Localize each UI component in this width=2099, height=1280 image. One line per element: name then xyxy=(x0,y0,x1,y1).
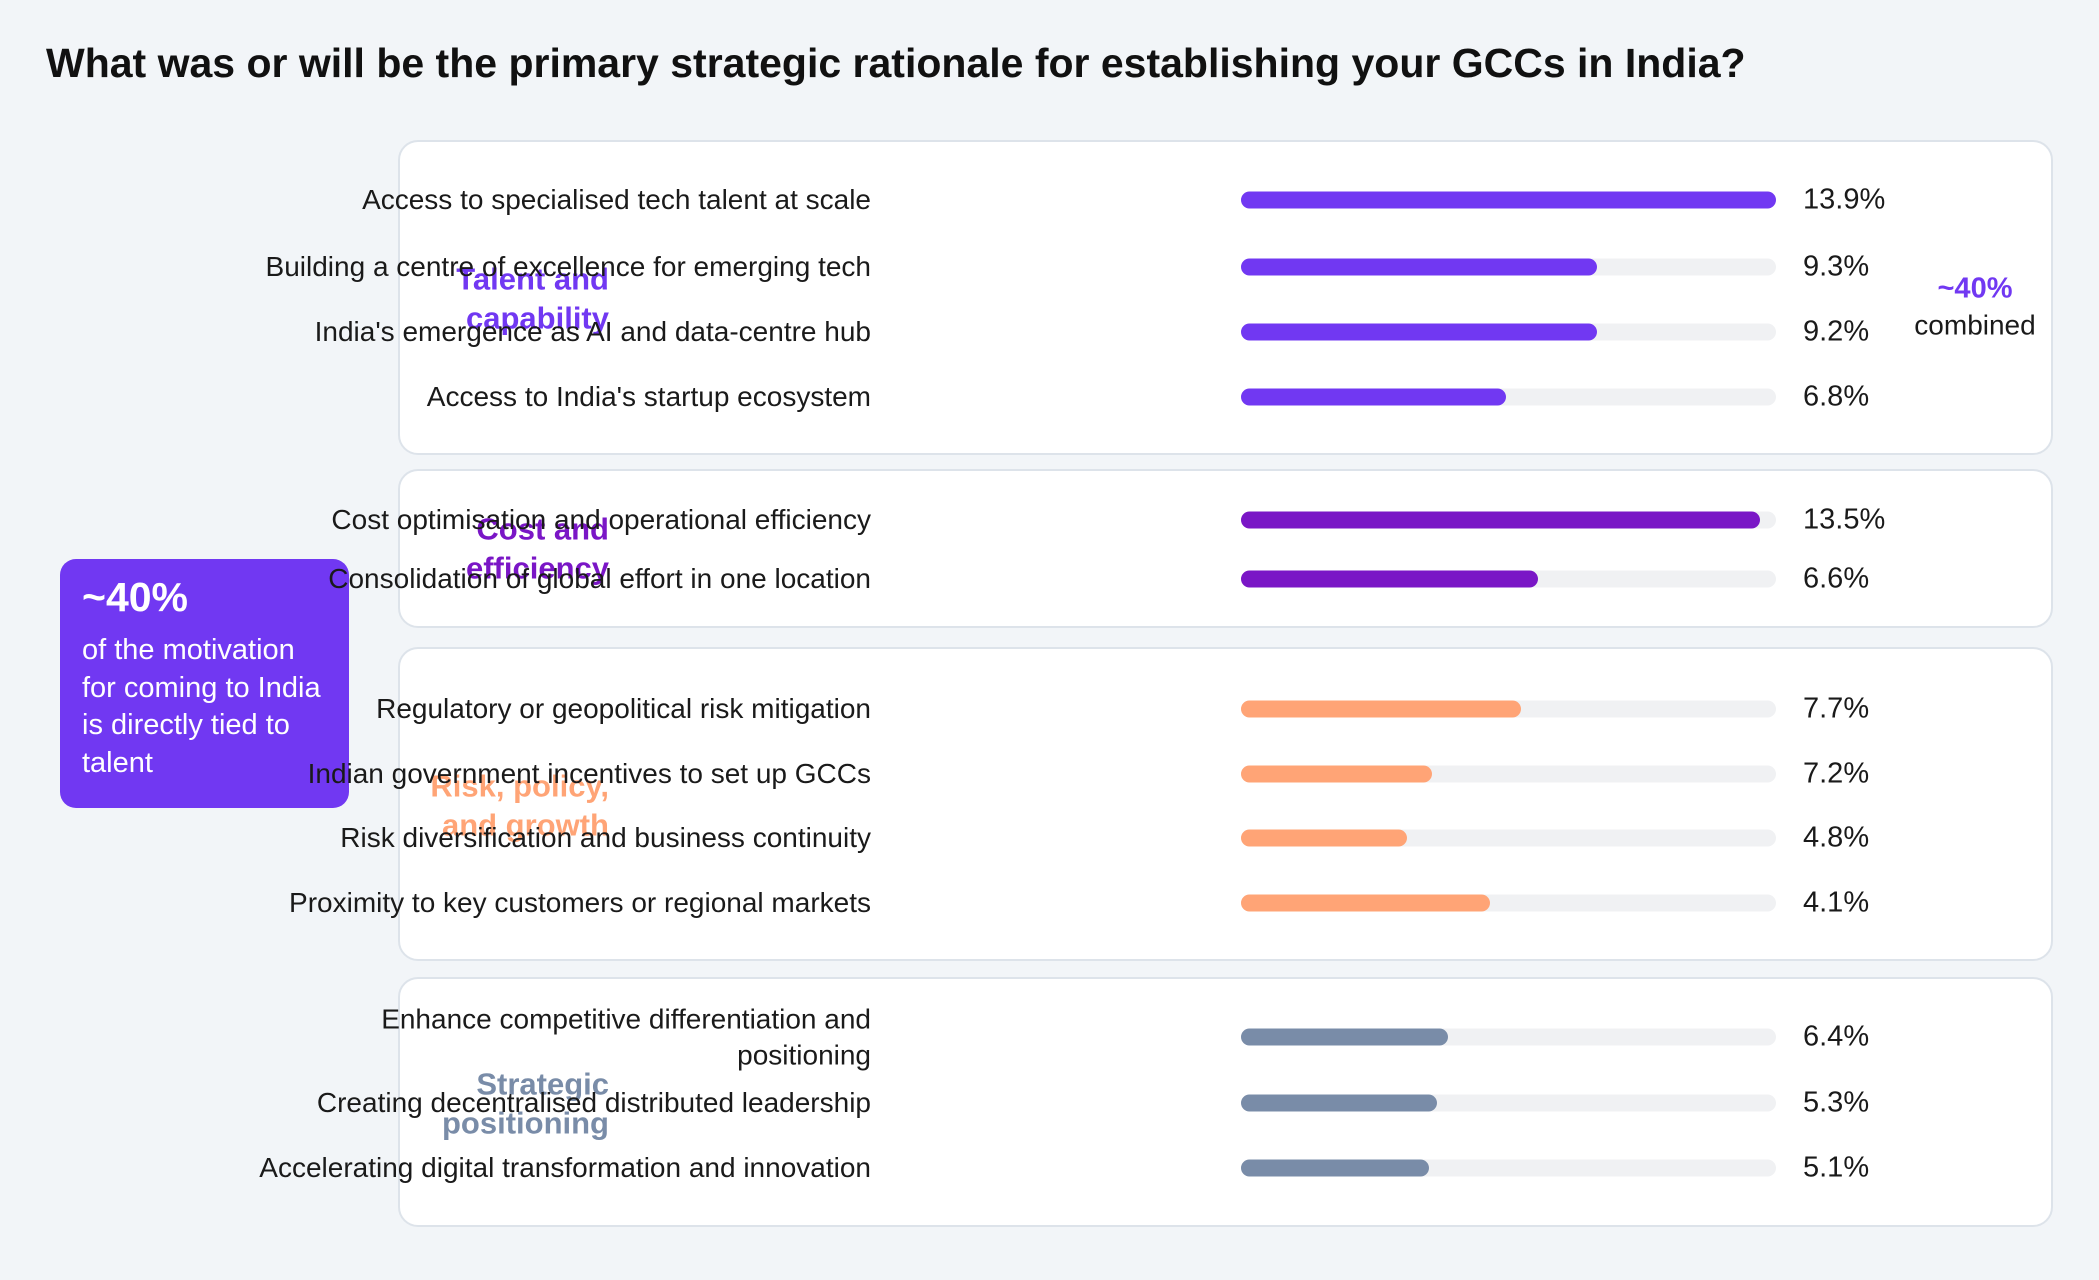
bar xyxy=(1241,765,1432,783)
group-card-strategic-positioning: Strategic positioning Enhance competitive… xyxy=(259,977,2053,1227)
bar-track xyxy=(1241,765,1776,783)
group-label: Talent and capability xyxy=(456,261,609,336)
row-label: Creating decentralised distributed leade… xyxy=(316,1087,871,1119)
value-label: 7.2% xyxy=(1803,757,1870,790)
value-label: 9.2% xyxy=(1803,315,1870,348)
value-label: 6.4% xyxy=(1803,1020,1870,1053)
value-label: 4.8% xyxy=(1803,821,1870,854)
bar-track xyxy=(1241,388,1776,406)
value-label: 13.5% xyxy=(1803,503,1886,536)
value-label: 5.3% xyxy=(1803,1086,1870,1119)
bar-track xyxy=(1241,894,1776,912)
bar-track xyxy=(1241,323,1776,341)
row-label: Proximity to key customers or regional m… xyxy=(289,887,871,919)
combined-label: combined xyxy=(1914,309,2036,341)
bar xyxy=(1241,1094,1437,1112)
row-label: Access to specialised tech talent at sca… xyxy=(362,184,871,216)
row-label: Building a centre of excellence for emer… xyxy=(265,251,871,283)
row-label: Enhance competitive differentiation and … xyxy=(381,1003,871,1070)
bar xyxy=(1241,511,1760,529)
row-label: Risk diversification and business contin… xyxy=(340,822,871,854)
group-card-talent-and-capability: Talent and capability Access to specialis… xyxy=(266,140,2053,455)
value-label: 13.9% xyxy=(1803,183,1886,216)
bar-track xyxy=(1241,511,1776,529)
chart-title: What was or will be the primary strategi… xyxy=(46,40,1746,86)
bar xyxy=(1241,388,1506,406)
row-label: Indian government incentives to set up G… xyxy=(307,758,871,790)
value-label: 6.8% xyxy=(1803,380,1870,413)
bar xyxy=(1241,1028,1448,1046)
row-label: Access to India's startup ecosystem xyxy=(426,381,871,413)
talent-callout: ~40% of the motivation for coming to Ind… xyxy=(60,559,349,808)
value-label: 9.3% xyxy=(1803,250,1870,283)
bar xyxy=(1241,700,1521,718)
callout-value: ~40% xyxy=(82,574,189,620)
bar xyxy=(1241,1159,1429,1177)
bar-track xyxy=(1241,191,1776,209)
row-label: Regulatory or geopolitical risk mitigati… xyxy=(376,693,871,725)
row-label: Cost optimisation and operational effici… xyxy=(331,504,871,536)
bar-track xyxy=(1241,829,1776,847)
bar xyxy=(1241,191,1776,209)
value-label: 4.1% xyxy=(1803,886,1870,919)
combined-annotation: ~40% combined xyxy=(1900,273,2050,342)
row-label: Consolidation of global effort in one lo… xyxy=(328,563,871,595)
bar-track xyxy=(1241,1094,1776,1112)
value-label: 6.6% xyxy=(1803,562,1870,595)
row-label: Accelerating digital transformation and … xyxy=(259,1152,871,1184)
group-card-risk-policy-and-growth: Risk, policy, and growth Regulatory or ge… xyxy=(289,647,2053,961)
group-card-cost-and-efficiency: Cost and efficiency Cost optimisation and… xyxy=(328,469,2053,628)
bar-track xyxy=(1241,1028,1776,1046)
value-label: 7.7% xyxy=(1803,692,1870,725)
bar xyxy=(1241,894,1490,912)
value-label: 5.1% xyxy=(1803,1151,1870,1184)
bar xyxy=(1241,323,1597,341)
bar xyxy=(1241,258,1597,276)
bar xyxy=(1241,570,1538,588)
bar-track xyxy=(1241,258,1776,276)
bar-track xyxy=(1241,1159,1776,1177)
row-label: India's emergence as AI and data-centre … xyxy=(314,316,871,348)
bar-track xyxy=(1241,570,1776,588)
group-label: Cost and efficiency xyxy=(465,511,609,586)
bar-track xyxy=(1241,700,1776,718)
callout-text: of the motivation for coming to India is… xyxy=(82,634,321,780)
combined-value: ~40% xyxy=(1937,272,2013,305)
group-label: Risk, policy, and growth xyxy=(430,768,609,843)
bar xyxy=(1241,829,1407,847)
group-label: Strategic positioning xyxy=(441,1066,609,1141)
